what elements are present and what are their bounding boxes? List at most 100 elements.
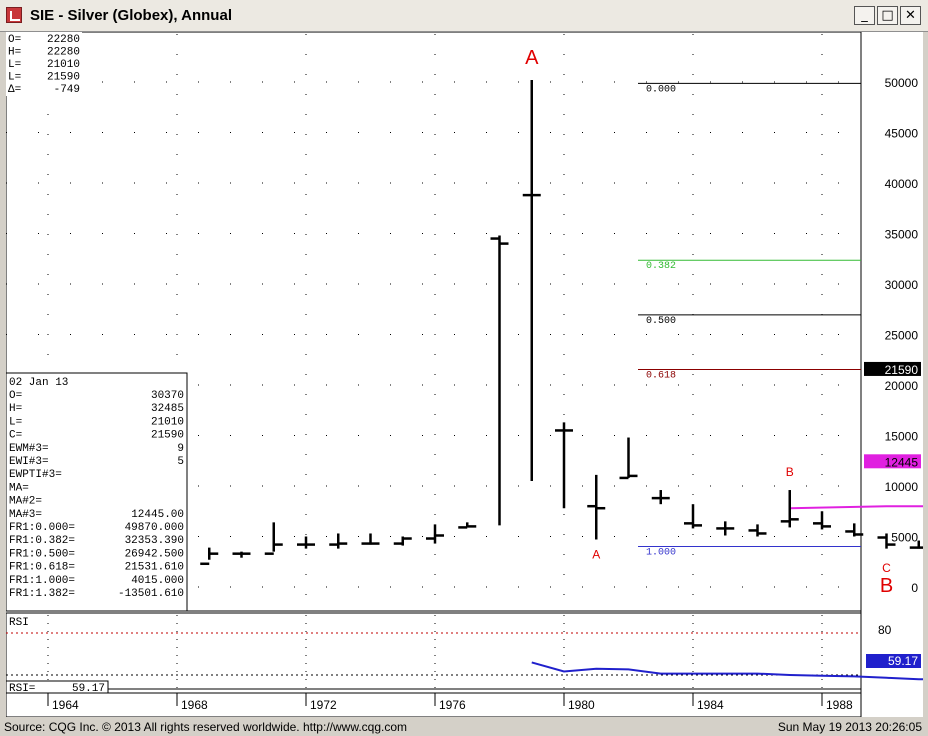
rsi-tick-label: 80 [878,623,892,637]
info-box-label: FR1:0.000= [9,522,75,534]
price-tick-label: 25000 [885,329,919,343]
info-box-value: 26942.500 [125,548,184,560]
price-tick-label: 35000 [885,228,919,242]
ohlc-bar [909,540,923,549]
time-tick-label: 1972 [310,698,337,712]
price-tick-label: 15000 [885,430,919,444]
rsi-reading-value: 59.17 [72,683,105,695]
info-box-label: FR1:0.500= [9,548,75,560]
fib-level-label: 0.382 [646,261,676,272]
ohlc-bar [813,511,831,530]
info-box-value: 9 [177,443,184,455]
wave-label: B [880,575,893,597]
ohlc-bar [297,536,315,549]
ohlc-bar [426,524,444,544]
info-box-date: 02 Jan 13 [9,377,68,389]
info-box-label: FR1:1.000= [9,575,75,587]
rsi-panel-frame [6,612,862,690]
price-tick-label: 10000 [885,480,919,494]
info-box-value: 21531.610 [125,562,184,574]
info-box-value: 32485 [151,403,184,415]
last-price-tag: 21590 [885,363,919,377]
top-readout-value: 21010 [47,59,80,71]
info-box-label: O= [9,390,22,402]
price-tick-label: 40000 [885,177,919,191]
wave-label: C [882,561,891,575]
top-readout-value: 22280 [47,47,80,59]
time-tick-label: 1984 [697,698,724,712]
ohlc-bar [264,522,283,555]
wave-label: A [525,47,539,69]
ohlc-bar [780,490,799,528]
close-button[interactable]: ✕ [900,6,921,25]
time-axis: 1964196819721976198019841988199219962000… [6,692,862,717]
info-box-label: L= [9,416,22,428]
price-bars [168,79,923,570]
time-tick-label: 1968 [181,698,208,712]
time-axis-frame [6,692,862,717]
price-tick-label: 50000 [885,76,919,90]
fibonacci-levels: 0.000 0.382 0.500 0.618 1.000 [638,82,861,558]
readouts: O= 22280 H= 22280 L= 21010 L= 21590 Δ= -749 02 Jan… [6,32,188,612]
ohlc-bar [329,533,348,549]
ohlc-bar [651,490,670,505]
time-tick-label: 1980 [568,698,595,712]
top-readout-label: O= [8,34,21,46]
ohlc-bar [361,533,380,545]
ma-value-tag: 12445 [885,455,919,469]
time-tick-label: 1964 [52,698,79,712]
window-title: SIE - Silver (Globex), Annual [30,7,232,24]
info-box-value: 30370 [151,390,184,402]
ohlc-bar [232,551,251,558]
ohlc-bar [619,437,638,480]
ohlc-bar [716,521,735,536]
ohlc-bar [393,536,412,546]
info-box-value: 4015.000 [131,575,184,587]
time-tick-label: 1988 [826,698,853,712]
info-box-value: 49870.000 [125,522,184,534]
ohlc-bar [877,533,896,549]
title-bar: SIE - Silver (Globex), Annual _ □ ✕ [0,0,928,32]
info-box-value: 21590 [151,430,184,442]
top-readout-value: -749 [54,84,80,96]
time-tick-label: 1976 [439,698,466,712]
info-box-label: MA#3= [9,509,42,521]
top-readout-label: L= [8,59,21,71]
maximize-button[interactable]: □ [877,6,898,25]
top-readout-value: 21590 [47,72,80,84]
fib-level-label: 0.500 [646,316,676,327]
ohlc-bar [555,422,573,509]
info-box-label: EWM#3= [9,443,49,455]
info-box-value: -13501.610 [118,588,184,600]
price-tick-label: 30000 [885,278,919,292]
price-tick-label: 45000 [885,127,919,141]
app-chart-icon[interactable] [6,7,22,23]
last-price-tag-bg [864,361,921,376]
rsi-panel-label: RSI [9,617,29,629]
rsi-value-tag-bg [866,654,921,668]
info-box-label: MA#2= [9,496,42,508]
top-readout-value: 22280 [47,34,80,46]
price-axis: 0 5000 10000 15000 20000 25000 30000 35000 40000… [864,76,921,595]
info-box-label: EWI#3= [9,456,49,468]
info-box-label: FR1:1.382= [9,588,75,600]
fib-level-label: 1.000 [646,547,676,558]
source-credit: Source: CQG Inc. © 2013 All rights reser… [4,720,408,734]
info-box-label: MA= [9,482,29,494]
top-readout-label: L= [8,72,21,84]
top-readout-bg [6,32,82,96]
ohlc-bar [490,235,509,526]
info-box-value: 21010 [151,416,184,428]
ohlc-bar [458,522,477,529]
info-box-value: 12445.00 [131,509,184,521]
minimize-button[interactable]: _ [854,6,875,25]
info-box-label: H= [9,403,22,415]
rsi-reading-label: RSI= [9,683,35,695]
info-box-value: 32353.390 [125,535,184,547]
ohlc-bar [748,524,767,537]
ohlc-bar [587,474,606,540]
price-tick-label: 0 [911,581,918,595]
status-timestamp: Sun May 19 2013 20:26:05 [777,720,922,734]
